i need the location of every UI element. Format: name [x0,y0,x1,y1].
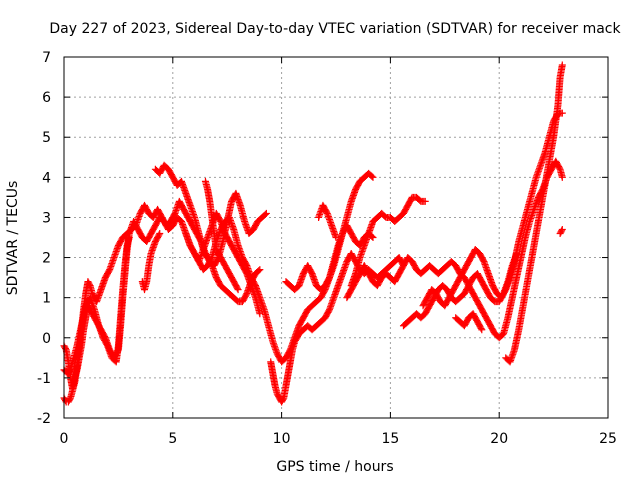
series-track-7 [201,177,242,294]
data-point-interp [66,395,74,403]
data-point [125,234,133,241]
series-track-16 [502,61,566,366]
series-track-9 [282,169,377,294]
series-track-11 [347,193,429,290]
y-tick-label: 3 [42,210,51,226]
data-point [478,326,486,334]
y-tick-label: 0 [42,331,51,347]
data-point-interp [555,164,563,172]
y-tick-label: 4 [42,170,51,186]
data-point [332,234,340,241]
data-point [558,61,566,69]
data-point [421,197,429,205]
x-tick-label: 10 [273,431,291,447]
y-tick-label: 2 [42,251,51,267]
tick-layer: 0 5 10 15 20 25 -2 -1 0 1 2 3 4 5 6 7 [37,50,617,447]
x-tick-label: 25 [599,431,617,447]
series-track-17 [556,225,566,237]
y-tick-label: 6 [42,90,51,106]
data-point [558,173,566,181]
data-point [256,266,264,274]
y-tick-label: 7 [42,50,51,66]
x-tick-label: 0 [60,431,69,447]
series-track-13 [399,250,521,330]
data-point-interp [368,172,376,180]
data-point-interp [85,280,93,288]
data-layer [60,61,566,406]
y-tick-label: 5 [42,130,51,146]
y-axis-label: SDTVAR / TECUs [5,181,21,296]
y-tick-label: -2 [37,411,51,427]
series-track-3 [60,234,133,378]
data-point [369,173,377,181]
data-point-interp [155,231,163,239]
data-point [369,234,377,241]
data-point-interp [233,284,241,292]
x-tick-label: 20 [490,431,508,447]
data-point-interp [261,210,269,218]
plot-frame [63,56,609,419]
series-track-4 [138,229,164,294]
y-tick-label: -1 [37,371,51,387]
data-point [256,310,264,318]
data-point-interp [558,227,566,235]
data-point-interp [477,324,485,332]
data-point [156,229,164,237]
x-axis-label: GPS time / hours [276,459,393,475]
data-point [262,209,270,217]
chart-title: Day 227 of 2023, Sidereal Day-to-day VTE… [49,21,621,37]
data-point [234,286,242,294]
series-track-10 [315,201,340,241]
x-tick-label: 5 [168,431,177,447]
series-track-15 [452,310,486,334]
data-point-interp [255,267,263,275]
y-tick-label: 1 [42,291,51,307]
data-point [558,225,566,233]
x-tick-label: 15 [381,431,399,447]
